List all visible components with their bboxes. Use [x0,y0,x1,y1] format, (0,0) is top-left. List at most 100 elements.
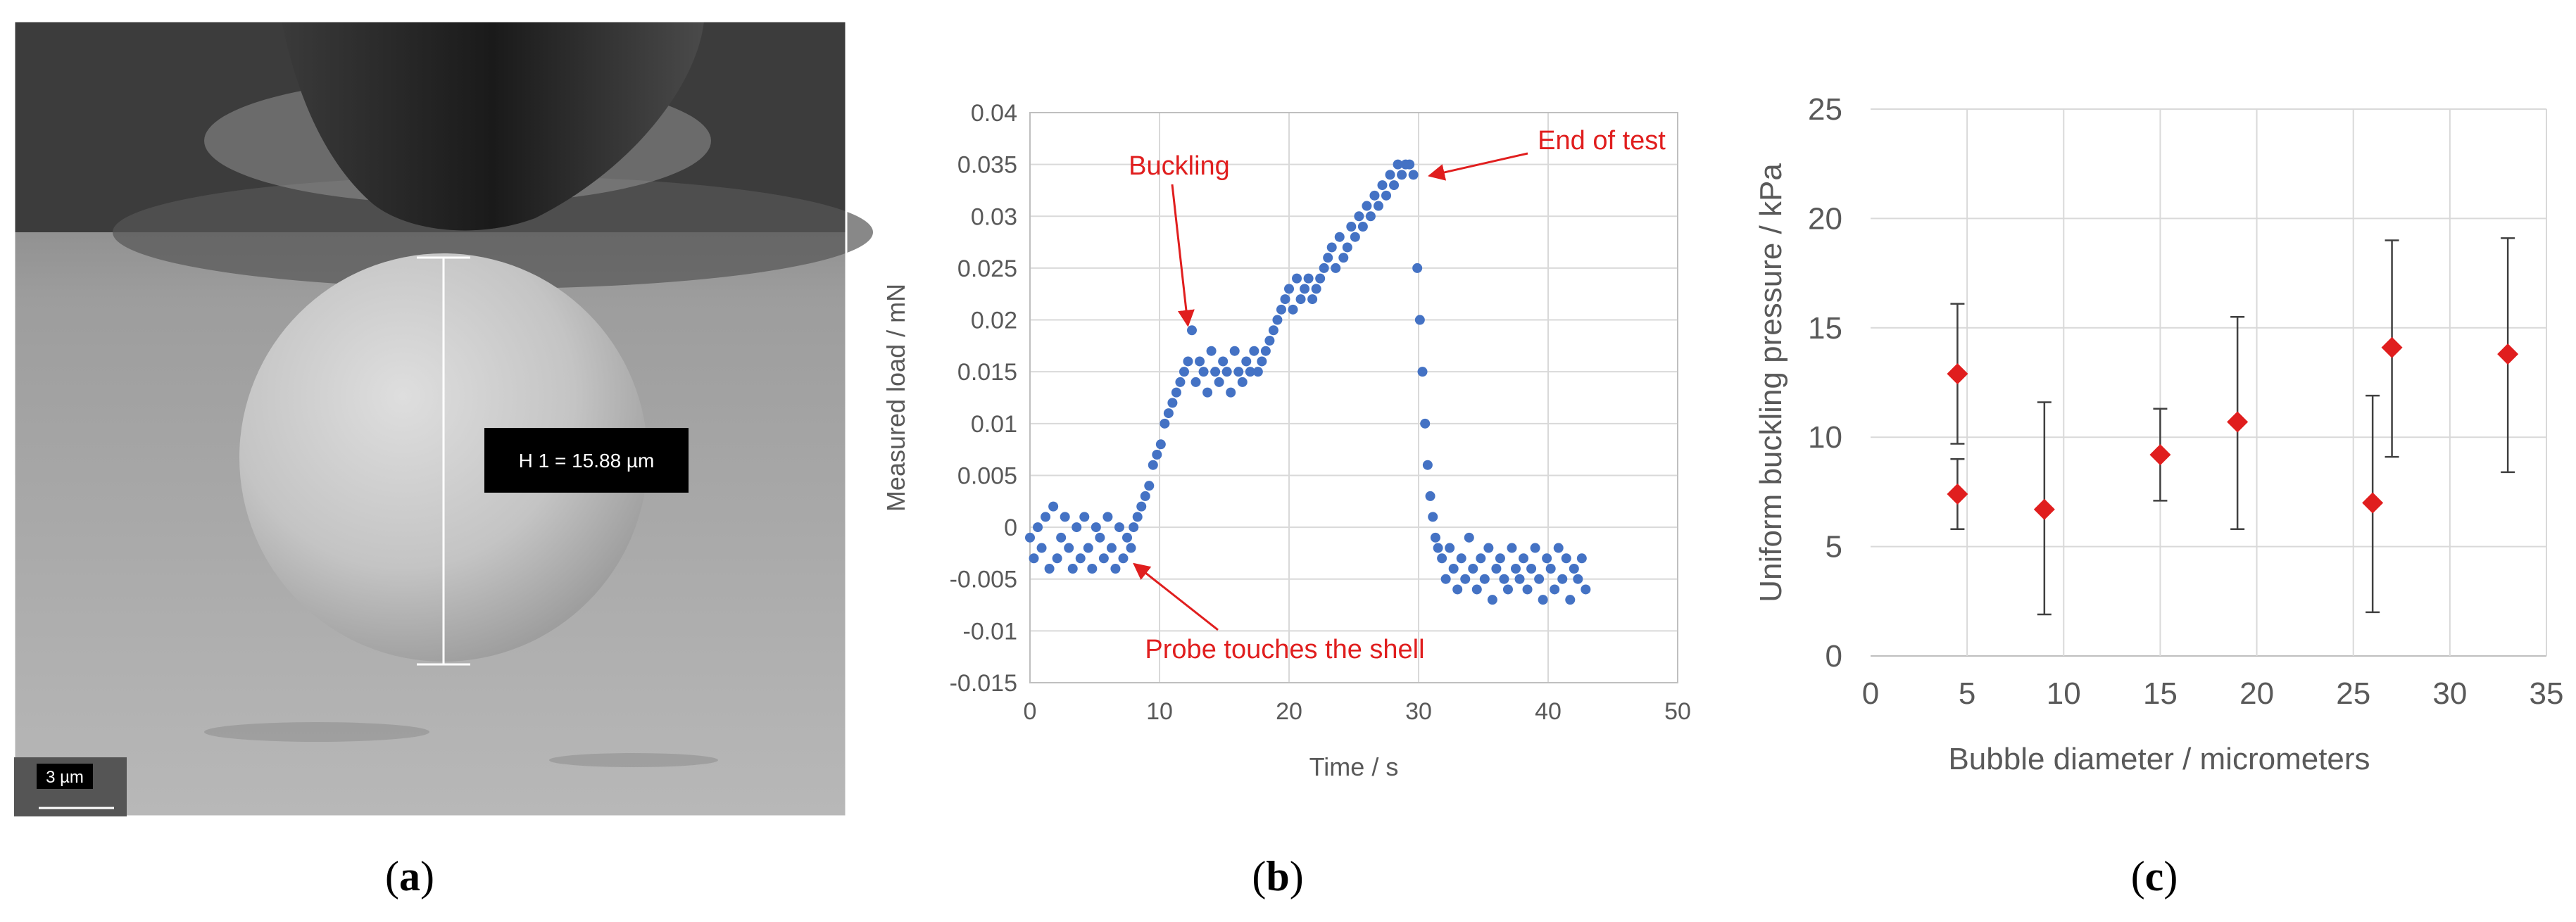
chart-b-data-point [1448,564,1459,574]
measurement-label-box [484,428,689,493]
chart-b-y-tick-label: 0 [1004,514,1017,541]
chart-c-data-point [2149,444,2171,466]
chart-b-data-point [1210,367,1221,377]
chart-b-data-point [1233,367,1244,377]
chart-b-data-point [1331,263,1341,273]
chart-b-data-point [1326,242,1337,253]
load-time-chart: -0.015 -0.01 -0.005 0 0.005 0.01 0.015 0.02 0.02… [881,100,1691,781]
afm-probe-tip [282,21,704,231]
chart-c-x-tick-label: 25 [2336,676,2370,711]
chart-c-data-point [2362,492,2384,514]
buckling-pressure-chart: 0 5 10 15 20 25 0 5 10 15 20 25 30 35 Bubble diamete… [1754,92,2563,776]
chart-b-data-point [1433,543,1443,553]
chart-b-data-point [1102,512,1113,522]
chart-b-y-tick-label: 0.005 [957,462,1017,489]
chart-b-data-point [1417,367,1428,377]
chart-b-data-point [1237,377,1248,387]
chart-b-y-axis-label: Measured load / mN [881,284,910,512]
chart-b-data-point [1507,543,1517,553]
chart-b-data-point [1198,367,1209,377]
annotation-buckling: Buckling [1129,151,1230,181]
chart-b-data-point [1468,564,1478,574]
chart-b-data-point [1292,273,1302,284]
chart-b-data-point [1083,543,1093,553]
chart-b-data-point [1385,170,1395,180]
chart-b-data-point [1464,532,1474,543]
chart-b-data-point [1414,315,1425,325]
chart-b-data-point [1557,574,1568,584]
chart-b-x-ticks: 0 10 20 30 40 50 [1024,698,1691,725]
chart-b-data-point [1155,439,1166,450]
chart-b-data-point [1550,584,1560,595]
chart-c-x-axis-label: Bubble diameter / micrometers [1948,742,2370,776]
chart-c-y-tick-label: 15 [1808,311,1842,346]
chart-b-data-point [1029,553,1039,564]
chart-b-data-point [1479,574,1490,584]
chart-b-data-point [1072,522,1082,533]
chart-b-data-point [1452,584,1463,595]
chart-b-data-point [1140,491,1150,501]
chart-b-data-point [1272,315,1283,325]
chart-b-data-point [1393,159,1403,170]
chart-b-data-point [1226,387,1236,398]
chart-c-x-tick-label: 35 [2530,676,2564,711]
chart-b-data-point [1389,180,1400,191]
chart-b-data-point [1218,356,1229,367]
chart-b-data-point [1408,170,1419,180]
chart-c-grid [1871,108,2547,657]
chart-b-data-point [1079,512,1090,522]
chart-b-data-point [1561,553,1571,564]
chart-c-data-point [1947,363,1968,385]
chart-b-x-tick-label: 40 [1535,698,1562,725]
chart-b-data-point [1136,501,1147,512]
chart-b-data-point [1334,232,1345,242]
chart-b-data-point [1033,522,1043,533]
chart-b-data-point [1148,460,1158,470]
chart-b-data-point [1581,584,1591,595]
chart-b-data-point [1249,346,1259,356]
chart-b-data-point [1576,553,1587,564]
chart-b-data-point [1495,553,1505,564]
chart-b-data-point [1260,346,1271,356]
chart-b-data-point [1460,574,1471,584]
chart-b-data-point [1538,595,1548,605]
chart-b-data-point [1422,460,1433,470]
chart-b-x-axis-label: Time / s [1309,752,1399,781]
chart-b-data-point [1048,501,1059,512]
chart-b-data-point [1214,377,1224,387]
chart-b-data-point [1315,273,1326,284]
chart-b-data-point [1276,304,1286,315]
chart-b-y-tick-label: 0.015 [957,359,1017,386]
chart-b-data-point [1445,543,1455,553]
chart-b-data-point [1126,543,1136,553]
chart-b-data-point [1565,595,1576,605]
chart-b-data-point [1456,553,1466,564]
chart-b-y-tick-label: 0.025 [957,255,1017,282]
chart-b-data-point [1342,242,1352,253]
chart-b-data-point [1179,367,1189,377]
chart-b-data-point [1044,564,1055,574]
chart-b-data-point [1346,222,1357,232]
chart-b-y-tick-label: -0.005 [950,567,1017,593]
chart-b-data-point [1487,595,1497,605]
chart-b-data-point [1171,387,1181,398]
chart-b-data-point [1440,574,1451,584]
chart-b-x-tick-label: 30 [1405,698,1432,725]
chart-b-data-point [1437,553,1447,564]
chart-b-data-point [1522,584,1533,595]
chart-b-data-point [1323,253,1333,263]
panel-label-c: (c) [2131,853,2178,899]
chart-b-x-tick-label: 0 [1024,698,1037,725]
chart-b-data-point [1369,190,1380,201]
chart-b-data-point [1545,564,1556,574]
chart-b-data-point [1338,253,1349,263]
chart-b-data-point [1534,574,1545,584]
scale-label-box [37,764,93,789]
chart-c-x-tick-label: 5 [1959,676,1975,711]
chart-b-data-point [1202,387,1213,398]
chart-b-data-point [1514,574,1525,584]
annotation-end-of-test: End of test [1538,126,1666,156]
probe-shadow [113,176,873,289]
chart-c-x-tick-label: 15 [2143,676,2178,711]
surface-texture [204,722,429,742]
